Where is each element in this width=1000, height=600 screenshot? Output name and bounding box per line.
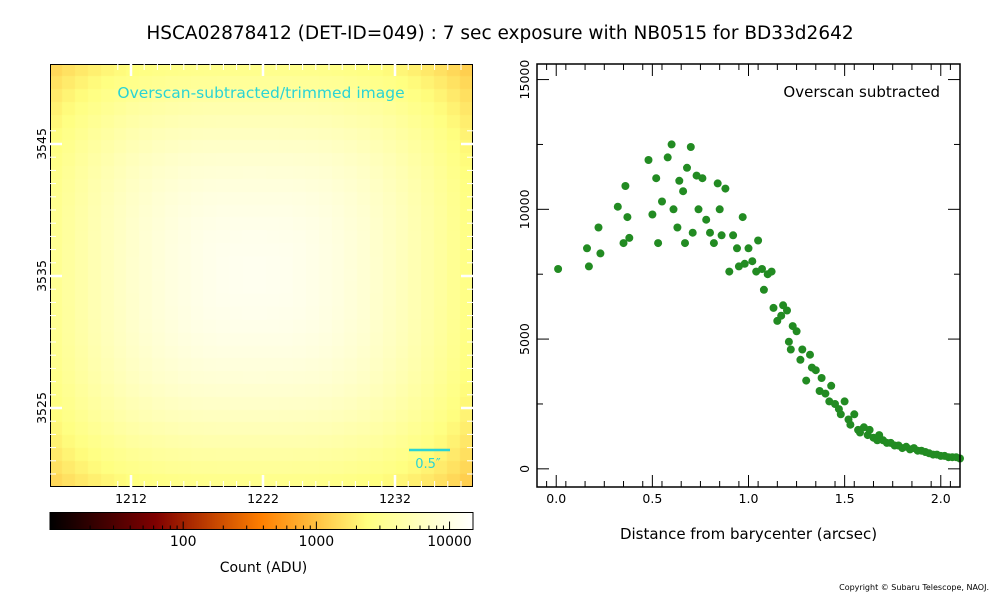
image-frame [50, 64, 473, 487]
data-point [748, 257, 757, 266]
data-point [811, 366, 820, 375]
image-label: Overscan-subtracted/trimmed image [117, 84, 404, 102]
data-point [654, 239, 663, 248]
x-tick-label: 1.0 [739, 491, 759, 506]
data-point [717, 231, 726, 240]
data-point [865, 425, 874, 434]
data-point [754, 236, 763, 245]
data-point [713, 179, 722, 188]
data-point [759, 285, 768, 294]
colorbar-gradient [49, 512, 474, 530]
data-point [625, 233, 634, 242]
data-point [706, 228, 714, 237]
data-point [613, 202, 622, 211]
data-point [798, 345, 807, 354]
plot-frame [536, 63, 961, 488]
data-point [584, 262, 593, 271]
data-point [673, 223, 682, 232]
data-point [729, 231, 738, 240]
data-point [648, 210, 657, 219]
scale-bar-label: 0.5″ [415, 457, 441, 472]
data-point [583, 244, 591, 253]
data-point [821, 389, 830, 398]
data-point [725, 267, 734, 276]
data-point [652, 174, 661, 183]
image-y-tick-label: 3535 [34, 260, 49, 292]
data-point [802, 376, 811, 385]
colorbar-svg: 100 1000 10000 Count (ADU) [49, 512, 474, 576]
image-x-tick-label: 1232 [379, 491, 411, 506]
data-point [679, 187, 688, 196]
data-point [786, 345, 795, 354]
image-x-tick-label: 1212 [115, 491, 147, 506]
data-point [658, 197, 666, 206]
data-point [688, 228, 697, 237]
data-point [777, 311, 786, 320]
copyright-notice: Copyright © Subaru Telescope, NAOJ. [839, 583, 989, 592]
plot-annotation: Overscan subtracted [783, 83, 940, 101]
data-point [721, 184, 730, 193]
data-point [669, 205, 678, 214]
data-point [619, 239, 628, 248]
data-point [644, 156, 653, 164]
x-tick-label: 2.0 [931, 491, 951, 506]
data-point [681, 239, 689, 248]
data-point [806, 350, 814, 359]
data-point [758, 265, 766, 273]
data-point [792, 327, 801, 336]
y-tick-label: 0 [517, 465, 532, 473]
data-point [683, 163, 691, 172]
y-tick-label: 5000 [517, 323, 532, 355]
data-point [850, 410, 859, 419]
scatter-plot: 0.0 0.5 1.0 1.5 2.0 0 5000 10000 15000 Overscan s… [517, 60, 964, 543]
data-point [663, 153, 672, 162]
x-tick-label: 0.0 [546, 491, 566, 506]
x-axis-label: Distance from barycenter (arcsec) [620, 525, 877, 543]
colorbar-label: Count (ADU) [220, 560, 308, 576]
data-point [744, 244, 753, 253]
data-point [594, 223, 603, 232]
data-point [596, 249, 605, 258]
data-point [836, 410, 845, 419]
data-point [702, 215, 711, 224]
data-point [621, 182, 630, 190]
data-point [738, 213, 747, 222]
colorbar-tick-label: 10000 [427, 534, 472, 550]
data-point [709, 239, 718, 248]
image-panel: Overscan-subtracted/trimmed image 0.5″ 12… [34, 64, 473, 506]
data-point [783, 306, 791, 315]
image-x-tick-label: 1222 [247, 491, 279, 506]
data-point [667, 140, 676, 149]
y-tick-label: 10000 [517, 189, 532, 229]
data-point [740, 259, 749, 268]
data-point [796, 355, 805, 364]
data-point [767, 267, 776, 276]
image-y-tick-label: 3545 [34, 128, 49, 160]
y-tick-label: 15000 [517, 60, 532, 100]
chart-title: HSCA02878412 (DET-ID=049) : 7 sec exposu… [146, 23, 854, 44]
data-point [769, 303, 778, 312]
data-point [675, 176, 684, 185]
data-point [784, 337, 793, 346]
colorbar: 100 1000 10000 Count (ADU) [48, 512, 478, 586]
data-point [698, 174, 707, 183]
data-point [715, 205, 724, 214]
x-tick-label: 1.5 [835, 491, 855, 506]
image-y-tick-label: 3525 [34, 392, 49, 424]
data-point [846, 420, 855, 429]
data-point [840, 397, 849, 406]
data-point [694, 205, 703, 214]
data-point [623, 213, 632, 222]
data-point [827, 381, 836, 390]
data-point [554, 265, 563, 273]
colorbar-tick-label: 100 [170, 534, 197, 550]
data-point [733, 244, 741, 253]
data-point [686, 143, 695, 151]
star-cutout-image [50, 64, 473, 487]
x-tick-label: 0.5 [642, 491, 662, 506]
image-overlay: Overscan-subtracted/trimmed image 0.5″ [50, 64, 473, 487]
data-point [817, 374, 826, 382]
colorbar-tick-label: 1000 [299, 534, 335, 550]
